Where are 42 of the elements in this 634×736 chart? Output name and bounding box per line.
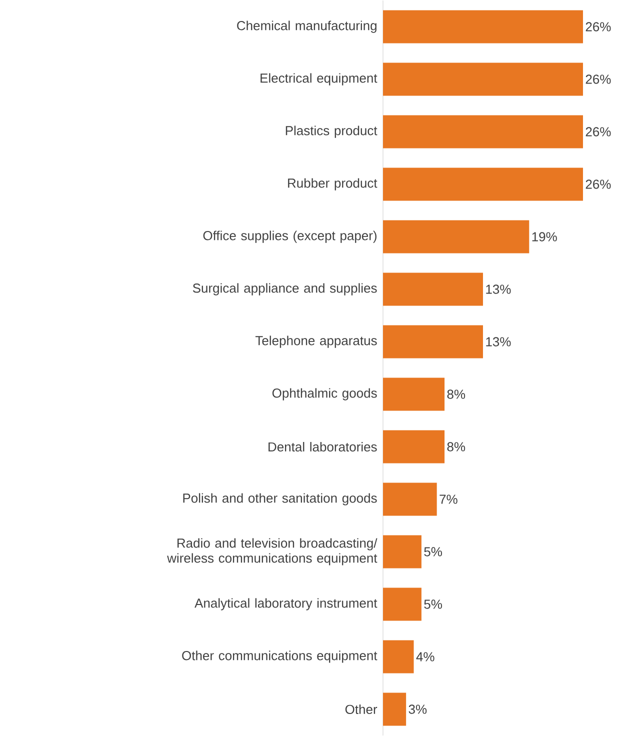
data-label: 26% [586, 180, 611, 189]
y-tick-label: Other communications equipment [182, 650, 378, 663]
bar [382, 535, 422, 568]
bar [382, 430, 445, 464]
bar [382, 10, 583, 44]
y-tick-label: Other [345, 704, 378, 714]
data-label: 5% [424, 600, 442, 609]
data-label: 26% [586, 22, 611, 32]
data-label: 13% [486, 284, 511, 294]
y-tick-label: Surgical appliance and supplies [192, 283, 377, 296]
y-tick-label: Electrical equipment [260, 73, 378, 86]
y-tick-label: Ophthalmic goods [272, 388, 377, 400]
bar [382, 588, 422, 621]
bar [382, 640, 414, 674]
data-label: 4% [416, 652, 434, 662]
bar [382, 692, 406, 726]
y-tick-label: Office supplies (except paper) [203, 230, 376, 243]
y-tick-label: Analytical laboratory instrument [194, 598, 378, 610]
data-label: 7% [440, 494, 458, 504]
bar [382, 482, 437, 516]
data-label: 5% [424, 547, 442, 556]
y-tick-label: Plastics product [286, 126, 378, 138]
data-label: 8% [447, 442, 466, 452]
y-tick-label: Telephone apparatus [255, 336, 377, 348]
bar [382, 168, 583, 201]
bar [382, 378, 445, 411]
data-label: 13% [486, 337, 511, 346]
y-tick-label: Dental laboratories [268, 442, 377, 452]
bar [382, 272, 483, 306]
bar [382, 62, 583, 96]
bar [382, 220, 530, 254]
data-label: 3% [408, 704, 427, 714]
data-label: 8% [447, 390, 466, 399]
data-label: 19% [532, 232, 557, 242]
y-tick-label: Rubber product [288, 178, 378, 190]
data-label: 26% [586, 74, 611, 84]
bar [382, 115, 583, 148]
y-tick-label: Polish and other sanitation goods [183, 493, 377, 506]
y-tick-label: Radio and television broadcasting/ wireless communications equipment [167, 538, 378, 566]
y-tick-label: Chemical manufacturing [237, 20, 376, 33]
data-label: 26% [586, 127, 611, 136]
bar [382, 325, 483, 358]
